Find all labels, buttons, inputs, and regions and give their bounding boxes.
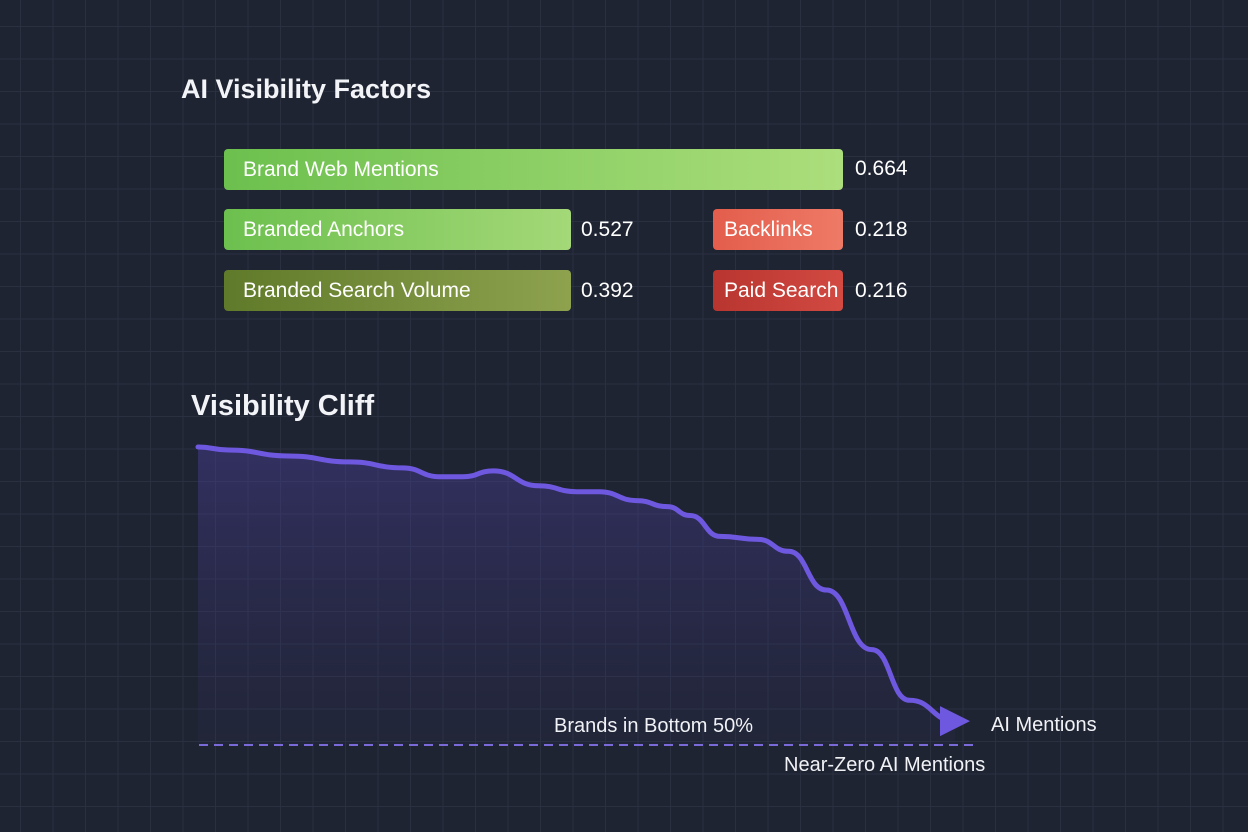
bar-label: Backlinks — [724, 217, 813, 241]
bar-backlinks: Backlinks — [713, 209, 843, 250]
bar-label: Branded Anchors — [243, 217, 405, 241]
value-label: 0.218 — [855, 218, 908, 241]
factors-title: AI Visibility Factors — [181, 74, 432, 104]
value-label: 0.664 — [855, 157, 908, 180]
bar-brand-web-mentions: Brand Web Mentions — [224, 149, 843, 190]
bar-paid-search: Paid Search — [713, 270, 843, 311]
bar-branded-search-volume: Branded Search Volume — [224, 270, 571, 311]
value-label: 0.216 — [855, 279, 908, 302]
near-zero-label: Near-Zero AI Mentions — [784, 754, 986, 776]
value-label: 0.527 — [581, 218, 634, 241]
bar-label: Branded Search Volume — [243, 278, 471, 302]
value-label: 0.392 — [581, 279, 634, 302]
bar-label: Paid Search — [724, 278, 839, 302]
cliff-area — [198, 447, 955, 745]
bottom-brands-label: Brands in Bottom 50% — [554, 715, 753, 737]
bar-branded-anchors: Branded Anchors — [224, 209, 571, 250]
bar-label: Brand Web Mentions — [243, 157, 439, 181]
cliff-line — [195, 444, 970, 737]
cliff-title: Visibility Cliff — [191, 390, 375, 422]
ai-mentions-label: AI Mentions — [991, 714, 1097, 736]
